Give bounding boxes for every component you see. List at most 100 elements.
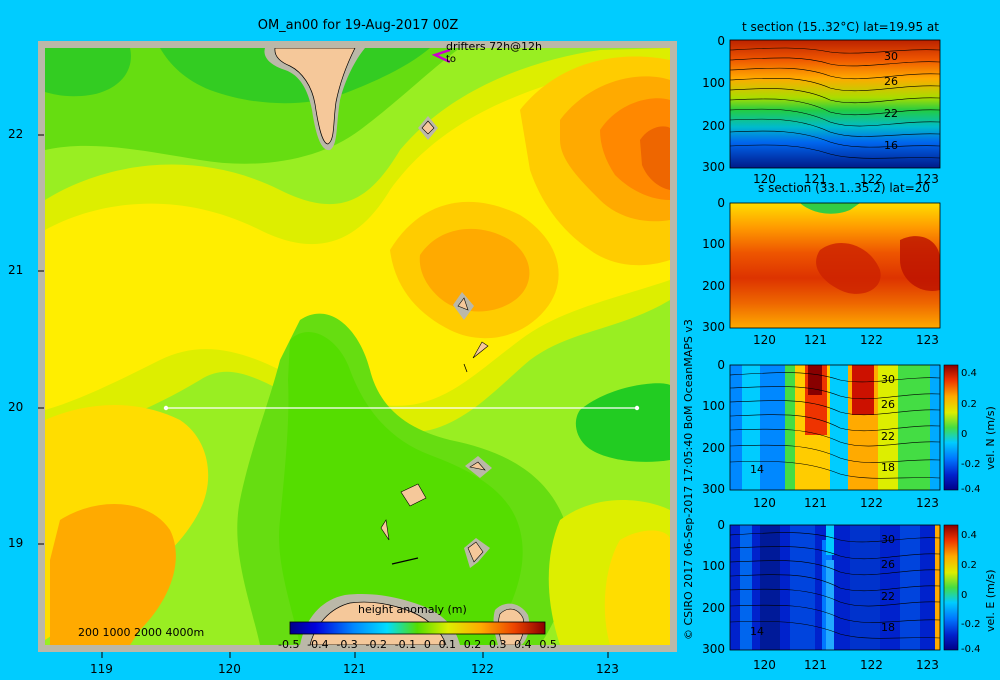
vel-n-contour-label: 26 [881,398,895,411]
lon-tick-label: 122 [471,662,494,676]
depth-tick-label: 200 [702,441,725,455]
vel-n-colorbar-label: vel. N (m/s) [984,406,997,470]
colorbar-tick: 0.3 [488,638,507,651]
s-section-title: s section (33.1..35.2) lat=20 [758,181,931,195]
section-lon-tick: 120 [753,496,776,510]
lat-tick-label: 21 [8,263,24,277]
vel-n-contours [729,372,941,479]
t-contour-label: 30 [884,50,898,63]
vel-n-contour-label: 30 [881,373,895,386]
vel-e-cbar-tick: 0 [961,590,968,601]
depth-tick-label: 300 [702,160,725,174]
t-section-title: t section (15..32°C) lat=19.95 at [742,20,939,34]
vel-n-contour-label: 22 [881,430,895,443]
section-lon-tick: 122 [860,172,883,186]
t-section-contours [729,47,941,159]
depth-tick-label: 100 [702,559,725,573]
colorbar-tick: -0.1 [394,638,417,651]
section-lon-tick: 120 [753,172,776,186]
drifter-sublabel: to [446,54,457,65]
section-lon-tick: 123 [916,658,939,672]
vel-n-cbar-tick: 0 [961,429,968,440]
section-lon-tick: 121 [804,333,827,347]
colorbar-tick: 0.4 [514,638,532,651]
map-axis-ticks [38,134,609,658]
s-section-fresh-patch [800,203,860,214]
vel-n-contour-label: 14 [750,463,764,476]
vel-n-cbar-tick: 0.4 [961,368,977,379]
lat-tick-label: 22 [8,127,24,141]
vel-e-contour-label: 22 [881,590,895,603]
vel-e-cbar-tick: 0.4 [961,530,977,541]
vel-e-colorbar-label: vel. E (m/s) [984,569,997,632]
depth-tick-label: 0 [717,358,725,372]
height-anomaly-colorbar [289,621,546,635]
colorbar-tick: 0.1 [438,638,457,651]
section-lon-tick: 121 [804,496,827,510]
s-section-panel [729,202,941,329]
vel-e-section-panel [729,524,959,651]
vel-e-contours [729,532,941,639]
vel-n-cbar-tick: -0.4 [961,484,981,495]
section-lon-tick: 122 [860,333,883,347]
depth-tick-label: 200 [702,601,725,615]
colorbar-tick: -0.3 [336,638,358,651]
colorbar-tick-labels: -0.5 -0.4 -0.3 -0.2 -0.1 0 0.1 0.2 0.3 0… [278,638,557,651]
section-lon-tick: 120 [753,333,776,347]
vel-e-contour-label: 14 [750,625,764,638]
section-end-marker [634,405,640,411]
section-lon-tick: 123 [916,172,939,186]
colorbar-title: height anomaly (m) [358,603,467,616]
colorbar-tick: 0.2 [463,638,482,651]
depth-tick-label: 0 [717,518,725,532]
vel-e-contour-label: 18 [881,621,895,634]
lat-tick-label: 19 [8,536,24,550]
depth-tick-label: 100 [702,399,725,413]
vel-n-cbar-tick: -0.2 [961,459,981,470]
lat-tick-label: 20 [8,400,24,414]
colorbar-tick: 0.5 [539,638,557,651]
section-lon-tick: 121 [804,172,827,186]
vel-n-cbar-tick: 0.2 [961,399,977,410]
colorbar-tick: -0.5 [278,638,300,651]
vel-n-contour-label: 18 [881,461,895,474]
depth-tick-label: 100 [702,237,725,251]
depth-tick-label: 200 [702,119,725,133]
vel-e-colorbar [943,524,959,651]
vel-e-contour-label: 30 [881,533,895,546]
lon-tick-label: 123 [596,662,619,676]
colorbar-tick: 0 [423,638,431,651]
section-start-marker [163,405,169,411]
t-section-panel [729,39,941,169]
drifter-arrow-icon [431,48,451,64]
section-lon-tick: 123 [916,333,939,347]
section-lon-tick: 123 [916,496,939,510]
depth-tick-label: 300 [702,642,725,656]
section-lon-tick: 120 [753,658,776,672]
colorbar-tick: -0.4 [307,638,329,651]
section-lon-tick: 121 [804,658,827,672]
t-contour-label: 16 [884,139,898,152]
section-lon-tick: 122 [860,496,883,510]
t-contour-label: 22 [884,107,898,120]
depth-tick-label: 300 [702,320,725,334]
depth-tick-label: 0 [717,34,725,48]
vel-e-cbar-tick: -0.4 [961,644,981,655]
vel-n-colorbar [943,364,959,491]
map-title: OM_an00 for 19-Aug-2017 00Z [257,18,459,33]
colorbar-tick: -0.2 [365,638,387,651]
height-anomaly-field [45,48,670,645]
vel-e-contour-label: 26 [881,558,895,571]
depth-tick-label: 300 [702,482,725,496]
t-contour-label: 26 [884,75,898,88]
drifter-label: drifters 72h@12h [446,40,543,53]
lon-tick-label: 121 [343,662,366,676]
lon-tick-label: 119 [90,662,113,676]
section-lon-tick: 122 [860,658,883,672]
depth-scale: 200 1000 2000 4000m [78,626,205,639]
vel-e-cbar-tick: 0.2 [961,560,977,571]
vel-n-section-panel [729,364,959,491]
depth-tick-label: 100 [702,76,725,90]
